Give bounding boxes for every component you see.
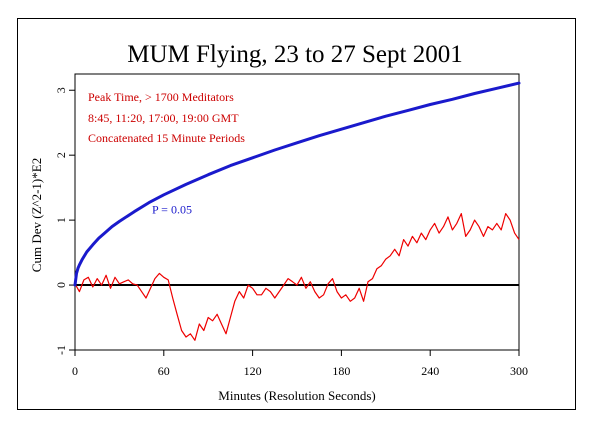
x-tick-label: 180 [332,364,350,378]
annotation-block: Peak Time, > 1700 Meditators 8:45, 11:20… [88,90,245,145]
chart-frame [17,18,576,410]
x-tick-label: 0 [72,364,78,378]
annotation-concatenated: Concatenated 15 Minute Periods [88,131,245,145]
y-tick-label: 0 [54,282,68,288]
p-value-label: P = 0.05 [152,203,192,217]
cumulative-deviation-line [74,213,520,341]
y-tick-label: 2 [54,152,68,158]
y-tick-label: 1 [54,217,68,223]
x-tick-label: 240 [421,364,439,378]
plot-area [74,73,520,351]
annotation-times: 8:45, 11:20, 17:00, 19:00 GMT [88,111,239,125]
x-tick-label: 60 [158,364,170,378]
x-axis-ticks: 0 60 120 180 240 300 [72,350,528,378]
x-tick-label: 300 [510,364,528,378]
y-tick-label: 3 [54,87,68,93]
x-tick-label: 120 [244,364,262,378]
chart-title: MUM Flying, 23 to 27 Sept 2001 [127,41,462,68]
y-tick-label: -1 [54,345,68,355]
y-axis-ticks: -1 0 1 2 3 [54,87,75,355]
p-005-envelope-line [73,81,521,287]
annotation-peak-time: Peak Time, > 1700 Meditators [88,90,234,104]
x-axis-label: Minutes (Resolution Seconds) [218,388,375,403]
y-axis-label: Cum Dev (Z^2-1)*E2 [29,158,44,272]
